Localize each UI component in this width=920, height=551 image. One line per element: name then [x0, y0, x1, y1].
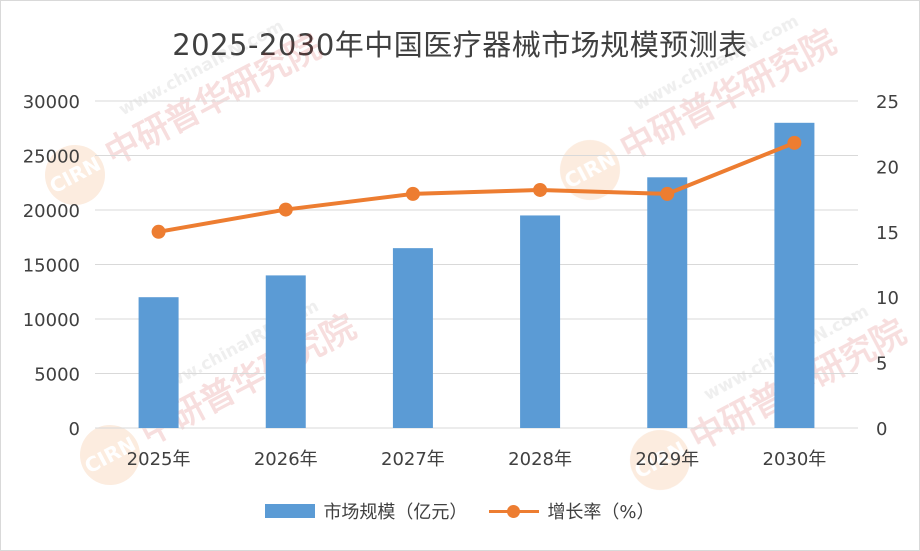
y-left-tick-label: 15000	[23, 256, 80, 277]
legend-bar-label: 市场规模（亿元）	[323, 502, 468, 523]
x-tick-label: 2030年	[763, 449, 827, 470]
y-left-tick-label: 0	[69, 419, 80, 440]
watermark-logo-circle	[80, 425, 140, 485]
watermark-logo-circle	[45, 145, 105, 205]
bar	[774, 122, 815, 429]
x-tick-label: 2026年	[254, 449, 318, 470]
x-tick-label: 2025年	[127, 449, 191, 470]
legend-bar-swatch	[265, 504, 316, 518]
gridlines	[95, 100, 858, 429]
y-right-tick-label: 0	[876, 419, 887, 440]
y-axis-right: 0 5 10 15 20 25	[876, 92, 899, 440]
chart-title: 2025-2030年中国医疗器械市场规模预测表	[172, 28, 748, 62]
line-point	[151, 224, 166, 239]
legend-item-line: 增长率（%）	[489, 498, 655, 524]
bar	[520, 215, 561, 428]
bar	[265, 275, 306, 428]
x-axis: 2025年 2026年 2027年 2028年 2029年 2030年	[127, 449, 827, 470]
legend-item-bar: 市场规模（亿元）	[265, 498, 467, 524]
legend: 市场规模（亿元） 增长率（%）	[0, 498, 920, 524]
y-left-tick-label: 30000	[23, 92, 80, 113]
bar	[138, 297, 179, 428]
line-series	[151, 135, 802, 239]
growth-line	[158, 140, 796, 234]
line-point	[405, 186, 420, 201]
line-point	[787, 135, 802, 150]
line-point	[660, 186, 675, 201]
y-right-tick-label: 5	[876, 354, 887, 375]
line-point	[533, 182, 548, 197]
x-tick-label: 2029年	[635, 449, 699, 470]
y-right-tick-label: 25	[876, 92, 899, 113]
y-right-tick-label: 20	[876, 157, 899, 178]
legend-line-swatch	[489, 504, 540, 518]
y-left-tick-label: 10000	[23, 310, 80, 331]
bar-series	[138, 122, 815, 429]
x-tick-label: 2027年	[381, 449, 445, 470]
y-right-tick-label: 15	[876, 223, 899, 244]
x-tick-label: 2028年	[508, 449, 572, 470]
bar	[647, 177, 688, 428]
line-point	[278, 202, 293, 217]
y-left-tick-label: 25000	[23, 147, 80, 168]
watermark-logo-circle	[630, 430, 690, 490]
y-left-tick-label: 5000	[34, 365, 80, 386]
bar	[392, 248, 433, 428]
y-axis-left: 0 5000 10000 15000 20000 25000 30000	[23, 92, 80, 440]
y-right-tick-label: 10	[876, 288, 899, 309]
y-left-tick-label: 20000	[23, 201, 80, 222]
legend-line-label: 增长率（%）	[547, 502, 655, 523]
